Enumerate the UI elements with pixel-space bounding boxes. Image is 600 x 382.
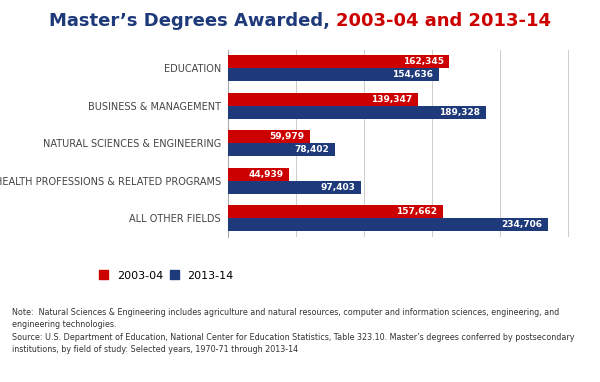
Text: 97,403: 97,403 xyxy=(320,183,355,192)
Bar xyxy=(228,205,443,218)
Bar xyxy=(228,106,486,119)
Bar xyxy=(228,130,310,143)
Text: 162,345: 162,345 xyxy=(403,57,443,66)
Text: 154,636: 154,636 xyxy=(392,70,433,79)
Bar xyxy=(228,168,289,181)
Bar xyxy=(228,218,548,231)
Text: Note:  Natural Sciences & Engineering includes agriculture and natural resources: Note: Natural Sciences & Engineering inc… xyxy=(12,308,575,354)
Text: 139,347: 139,347 xyxy=(371,95,412,104)
Text: 78,402: 78,402 xyxy=(295,145,329,154)
Bar xyxy=(228,181,361,194)
Bar xyxy=(228,68,439,81)
Bar xyxy=(228,55,449,68)
Bar xyxy=(228,143,335,156)
Bar xyxy=(228,93,418,106)
Legend: 2003-04, 2013-14: 2003-04, 2013-14 xyxy=(99,270,234,281)
Text: 44,939: 44,939 xyxy=(248,170,284,179)
Text: 2003-04 and 2013-14: 2003-04 and 2013-14 xyxy=(336,12,551,30)
Text: 59,979: 59,979 xyxy=(269,132,304,141)
Text: 157,662: 157,662 xyxy=(396,207,437,216)
Text: 234,706: 234,706 xyxy=(501,220,542,229)
Text: Master’s Degrees Awarded,: Master’s Degrees Awarded, xyxy=(49,12,336,30)
Text: 189,328: 189,328 xyxy=(439,108,481,117)
